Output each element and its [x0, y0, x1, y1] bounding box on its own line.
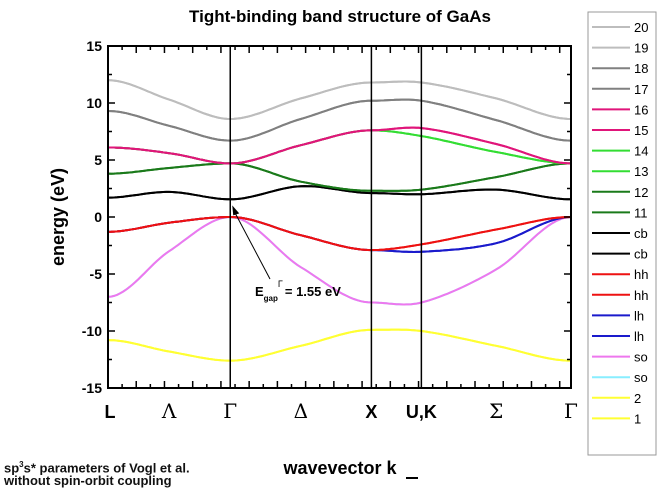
band-line-18: [107, 98, 572, 142]
legend-label: 16: [634, 102, 648, 117]
legend-label: 14: [634, 144, 648, 159]
y-tick-label: -5: [90, 266, 103, 282]
x-symmetry-label: L: [105, 402, 116, 422]
legend-label: 2: [634, 391, 641, 406]
legend-label: 15: [634, 123, 648, 138]
footnote-spin-orbit: without spin-orbit coupling: [4, 473, 172, 488]
legend-label: cb: [634, 247, 648, 262]
y-tick-label: 15: [86, 38, 102, 54]
x-symmetry-label: X: [365, 402, 377, 422]
x-symmetry-label: Γ: [223, 399, 237, 423]
legend-label: so: [634, 370, 648, 385]
x-symmetry-label: Γ: [564, 399, 578, 423]
chart-title: Tight-binding band structure of GaAs: [189, 7, 491, 26]
legend-label: lh: [634, 329, 644, 344]
footnote-text: sp: [4, 460, 20, 476]
legend-label: hh: [634, 288, 648, 303]
legend-label: 19: [634, 41, 648, 56]
gap-annotation: EgapΓ = 1.55 eV: [255, 279, 341, 303]
legend-label: 11: [634, 205, 648, 220]
legend-label: lh: [634, 308, 644, 323]
y-tick-label: 0: [94, 209, 102, 225]
legend-label: so: [634, 350, 648, 365]
y-tick-label: 10: [86, 95, 102, 111]
footnote-text: s* parameters of Vogl et al.: [23, 460, 190, 476]
x-symmetry-label: Σ: [489, 399, 503, 423]
footnote-superscript: 3: [19, 460, 24, 469]
y-tick-label: 5: [94, 152, 102, 168]
x-symmetry-label: U,K: [406, 402, 437, 422]
y-tick-label: -10: [82, 323, 102, 339]
band-line-20: [107, 79, 572, 121]
band-line-2: [107, 328, 571, 362]
y-axis-label: energy (eV): [48, 168, 68, 266]
y-tick-label: -15: [82, 380, 102, 396]
legend-label: 18: [634, 61, 648, 76]
plot-frame: [107, 45, 572, 389]
footnote-parameters: sp3s* parameters of Vogl et al.: [4, 460, 190, 475]
legend-label: 12: [634, 185, 648, 200]
x-axis-label: wavevector k: [282, 458, 397, 478]
arrow-head-icon: [232, 205, 240, 216]
legend-label: 1: [634, 411, 641, 426]
legend-label: 13: [634, 164, 648, 179]
band-line-hh: [107, 216, 572, 252]
band-line-so: [107, 215, 572, 306]
legend-label: 20: [634, 20, 648, 35]
x-symmetry-label: Δ: [294, 399, 308, 423]
legend-label: cb: [634, 226, 648, 241]
x-symmetry-label: Λ: [161, 399, 177, 423]
annotation-arrow: [233, 211, 271, 280]
band-line-16: [107, 126, 572, 165]
band-line-12: [107, 162, 572, 192]
legend-label: 17: [634, 82, 648, 97]
legend-label: hh: [634, 267, 648, 282]
band-line-cb: [107, 185, 571, 201]
